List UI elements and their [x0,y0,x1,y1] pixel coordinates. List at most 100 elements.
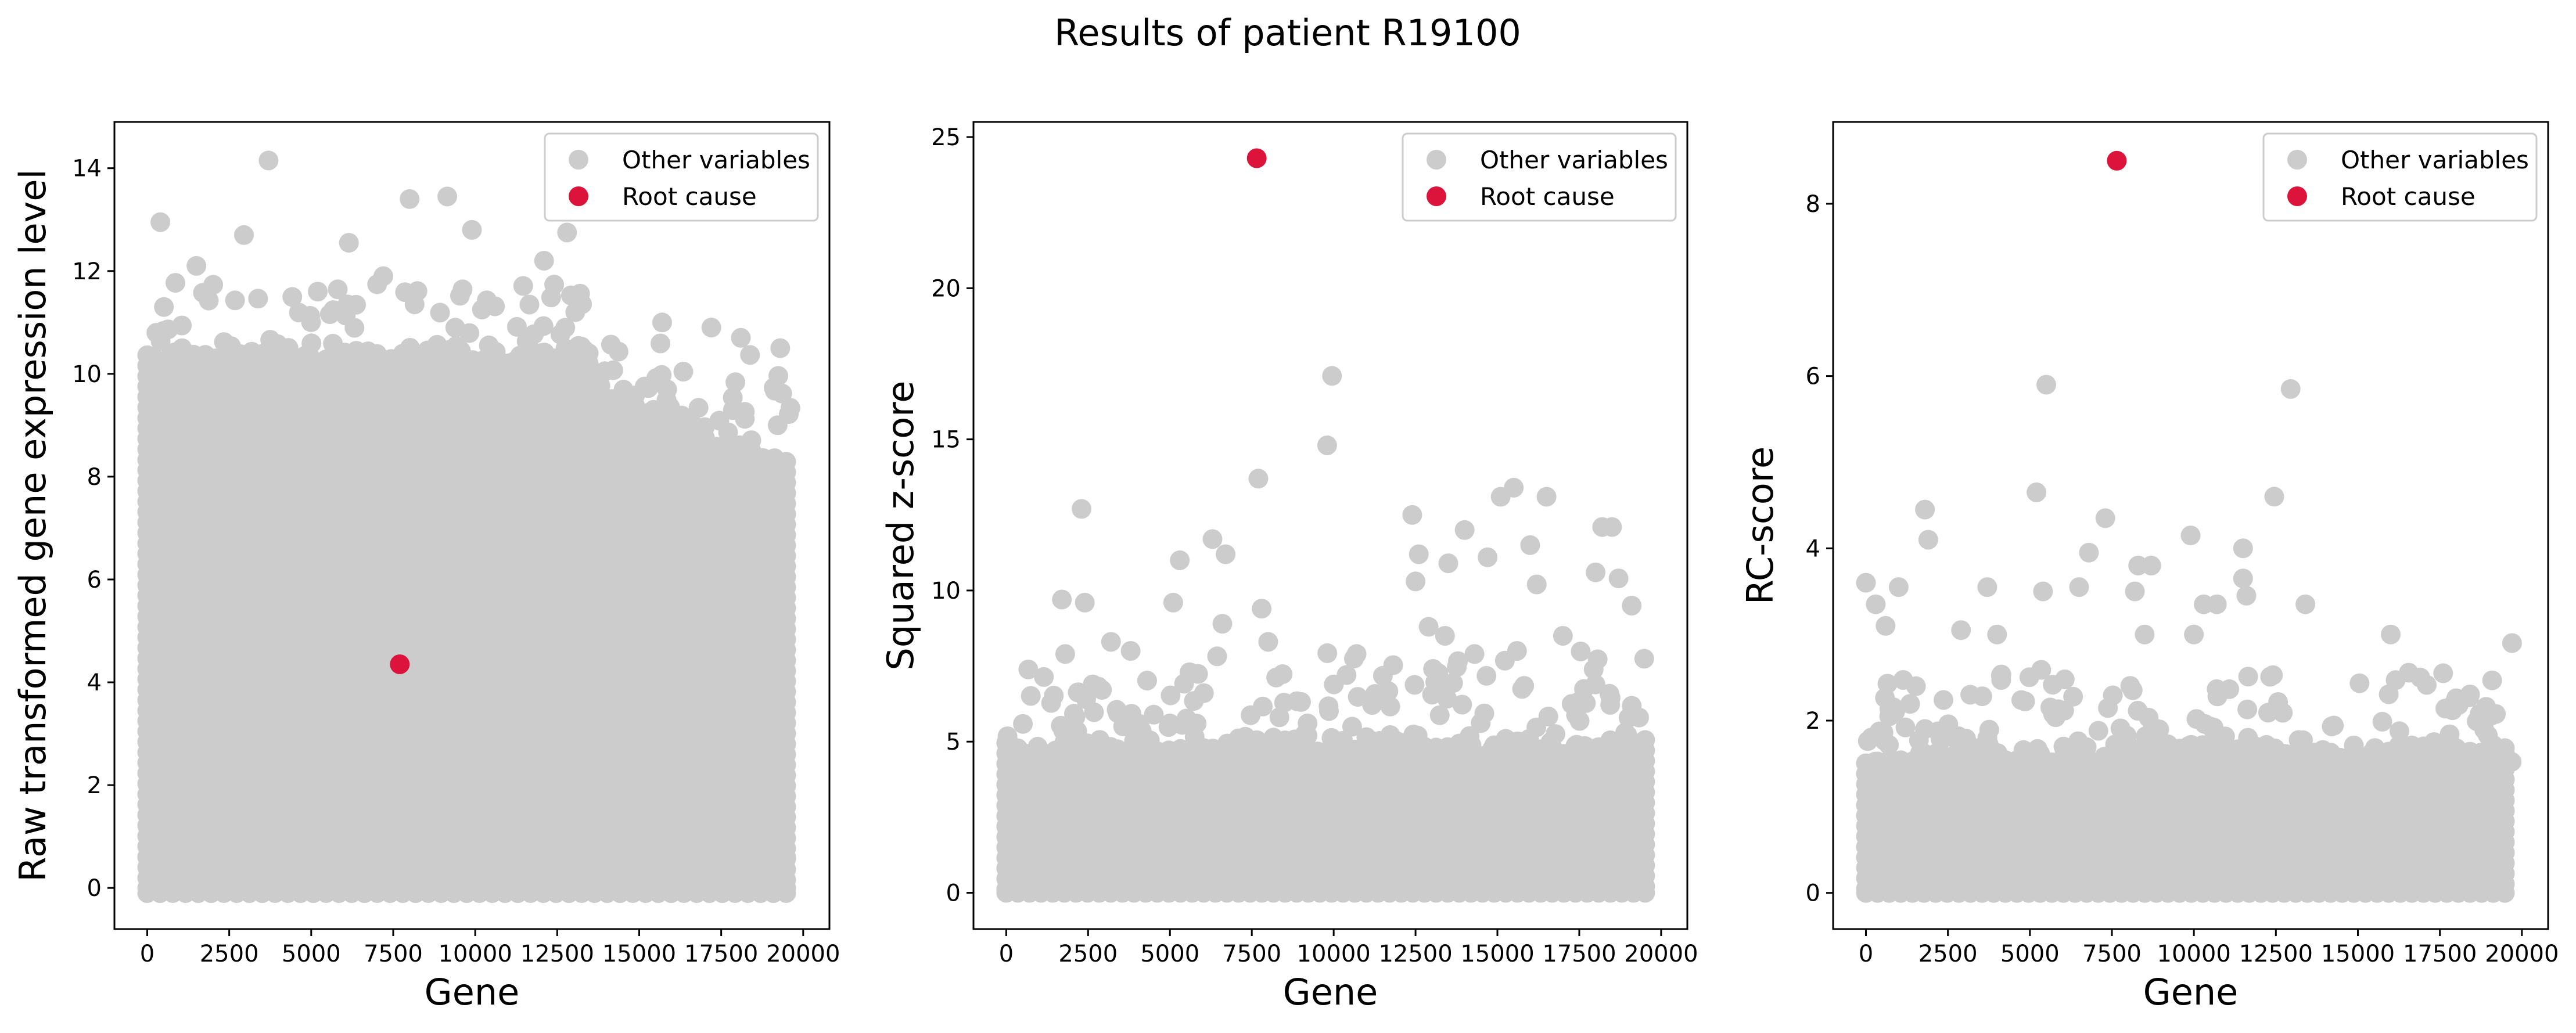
x-axis-label: Gene [1283,971,1378,1013]
data-point-other [1324,674,1344,694]
y-tick-label: 8 [87,464,102,491]
y-tick-label: 25 [931,124,961,151]
data-point-other [1611,733,1631,753]
data-point-other [709,411,730,431]
data-point-other [735,402,755,422]
data-point-other [1122,745,1143,765]
data-point-other [1561,694,1582,714]
x-tick-label: 12500 [1378,941,1452,967]
data-point-outlier [1170,550,1190,570]
data-point-other [1448,651,1468,671]
data-point-outlier [557,222,577,243]
data-point-other [450,286,470,306]
data-point-other [776,883,796,903]
data-point-other [1021,686,1041,706]
data-point-other [1443,673,1463,693]
data-point-other [1027,736,1048,757]
data-point-outlier [1536,487,1557,507]
data-point-other [1092,680,1112,700]
legend-label: Root cause [622,182,757,211]
data-point-other [479,335,499,355]
data-point-other [1076,689,1096,710]
x-tick-label: 17500 [1542,941,1616,967]
data-point-other [740,345,760,365]
data-point-other [1583,659,1604,679]
data-point-outlier [186,255,207,276]
data-point-outlier [1454,520,1475,540]
data-point-other [772,383,792,404]
data-point-outlier [1507,641,1527,661]
data-point-other [1241,705,1261,725]
data-point-outlier [373,266,393,286]
y-tick-label: 10 [72,361,102,388]
x-tick-label: 0 [140,941,155,967]
legend-label: Root cause [1480,182,1615,211]
data-point-outlier [400,189,420,209]
data-point-other [1287,691,1307,711]
data-point-other [1141,747,1161,767]
panel-squared-z-score: 0 2500 5000 7500 10000 12500 15000 17500 2000005… [879,121,1698,1013]
data-point-other [1383,655,1403,675]
y-tick-label: 6 [87,567,102,593]
data-point-other [570,283,590,304]
legend-marker-other [1427,150,1446,170]
x-tick-label: 20000 [1624,941,1698,967]
data-point-other [1370,730,1390,751]
x-tick-label: 10000 [439,941,512,967]
y-tick-label: 12 [72,258,102,285]
data-point-other [1348,687,1368,707]
data-point-other [1439,747,1459,767]
data-point-other [260,330,281,350]
data-point-outlier [1163,592,1183,613]
x-tick-label: 12500 [520,941,594,967]
legend-label: Other variables [1480,146,1668,174]
scatter-points-other [996,366,1655,903]
data-point-other [289,351,309,372]
data-point-outlier [1520,535,1540,555]
data-point-outlier [1478,547,1498,567]
data-point-other [1350,740,1370,761]
y-tick-label: 5 [946,729,961,755]
data-point-other [1476,665,1497,686]
data-point-outlier [1052,589,1072,610]
data-point-other [550,325,570,344]
data-point-other [1362,695,1382,715]
data-point-other [608,341,628,362]
data-point-outlier [1435,626,1455,646]
data-point-outlier [1438,553,1458,574]
data-point-other [166,273,185,293]
data-point-other [1013,714,1033,734]
data-point-other [1514,676,1535,696]
legend-marker-root-cause [1427,186,1446,206]
data-point-outlier [534,251,554,271]
data-point-outlier [1490,487,1511,507]
data-point-other [316,349,336,369]
data-point-other [513,276,533,296]
data-point-other [248,289,268,309]
data-point-other [477,290,497,311]
data-point-other [1041,693,1061,713]
data-point-other [519,330,539,350]
data-point-other [1342,717,1362,737]
data-point-outlier [1212,614,1233,634]
data-point-outlier [1055,644,1075,664]
data-point-other [221,336,241,357]
data-point-other [1471,713,1491,733]
data-point-other [203,275,224,295]
x-axis-label: Gene [425,971,520,1013]
data-point-outlier [1258,632,1278,652]
data-point-other [282,287,303,307]
data-point-other [328,279,348,300]
data-point-other [225,290,245,311]
data-point-outlier [1216,544,1236,564]
legend-marker-root-cause [569,186,588,206]
data-point-other [1018,659,1039,679]
data-point-outlier [770,338,791,358]
x-tick-label: 15000 [1460,941,1534,967]
data-point-outlier [1202,529,1223,549]
data-point-other [383,351,403,370]
data-point-outlier [1409,544,1429,564]
data-point-other [154,297,174,317]
